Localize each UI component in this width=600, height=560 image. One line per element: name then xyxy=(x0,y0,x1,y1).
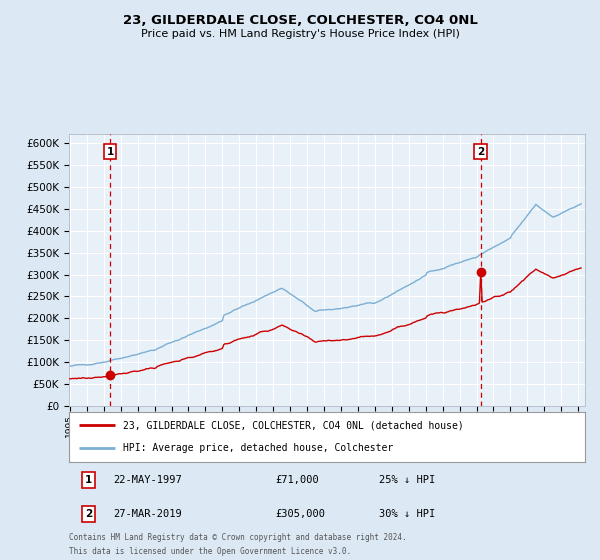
Text: 27-MAR-2019: 27-MAR-2019 xyxy=(113,508,182,519)
Text: £305,000: £305,000 xyxy=(275,508,325,519)
Text: 2: 2 xyxy=(85,508,92,519)
Text: 30% ↓ HPI: 30% ↓ HPI xyxy=(379,508,435,519)
Text: This data is licensed under the Open Government Licence v3.0.: This data is licensed under the Open Gov… xyxy=(69,547,351,556)
Text: 25% ↓ HPI: 25% ↓ HPI xyxy=(379,475,435,486)
Text: 2: 2 xyxy=(477,147,484,157)
Text: 23, GILDERDALE CLOSE, COLCHESTER, CO4 0NL: 23, GILDERDALE CLOSE, COLCHESTER, CO4 0N… xyxy=(122,14,478,27)
Text: £71,000: £71,000 xyxy=(275,475,319,486)
Text: HPI: Average price, detached house, Colchester: HPI: Average price, detached house, Colc… xyxy=(123,444,394,454)
Text: Contains HM Land Registry data © Crown copyright and database right 2024.: Contains HM Land Registry data © Crown c… xyxy=(69,533,407,542)
Text: 22-MAY-1997: 22-MAY-1997 xyxy=(113,475,182,486)
Text: 1: 1 xyxy=(107,147,114,157)
Text: 1: 1 xyxy=(85,475,92,486)
Text: Price paid vs. HM Land Registry's House Price Index (HPI): Price paid vs. HM Land Registry's House … xyxy=(140,29,460,39)
Text: 23, GILDERDALE CLOSE, COLCHESTER, CO4 0NL (detached house): 23, GILDERDALE CLOSE, COLCHESTER, CO4 0N… xyxy=(123,420,464,430)
